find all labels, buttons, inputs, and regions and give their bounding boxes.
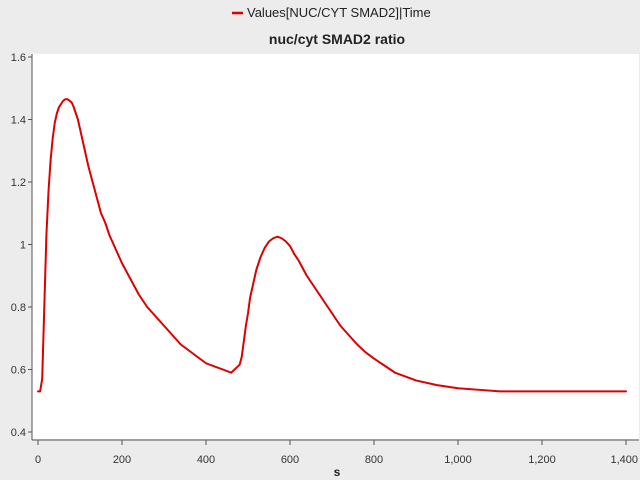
x-tick-label: 1,000 (444, 454, 472, 466)
y-tick-label: 0.8 (11, 302, 26, 314)
x-tick-label: 0 (35, 454, 41, 466)
y-tick-label: 1.2 (11, 177, 26, 189)
x-axis-ticks: 0 200 400 600 800 1,000 1,200 1,400 (35, 440, 638, 466)
legend-label-values-nuc-cyt-smad2: Values[NUC/CYT SMAD2]|Time (247, 5, 431, 20)
plot-area (32, 54, 639, 439)
x-axis-title: s (334, 465, 341, 479)
y-axis-ticks: 0.4 0.6 0.8 1 1.2 1.4 1.6 (11, 52, 32, 439)
y-tick-label: 1.4 (11, 115, 26, 127)
chart-title: nuc/cyt SMAD2 ratio (269, 31, 405, 47)
x-tick-label: 200 (113, 454, 131, 466)
y-tick-label: 0.4 (11, 427, 26, 439)
x-tick-label: 400 (197, 454, 215, 466)
x-tick-label: 1,200 (528, 454, 556, 466)
series-line-0 (37, 98, 627, 393)
x-tick-label: 600 (281, 454, 299, 466)
y-tick-label: 1 (20, 240, 26, 252)
x-tick-label: 800 (365, 454, 383, 466)
series-layer (37, 98, 627, 393)
legend: Values[NUC/CYT SMAD2]|Time (232, 5, 431, 20)
y-tick-label: 1.6 (11, 52, 26, 64)
y-tick-label: 0.6 (11, 365, 26, 377)
x-tick-label: 1,400 (610, 454, 638, 466)
